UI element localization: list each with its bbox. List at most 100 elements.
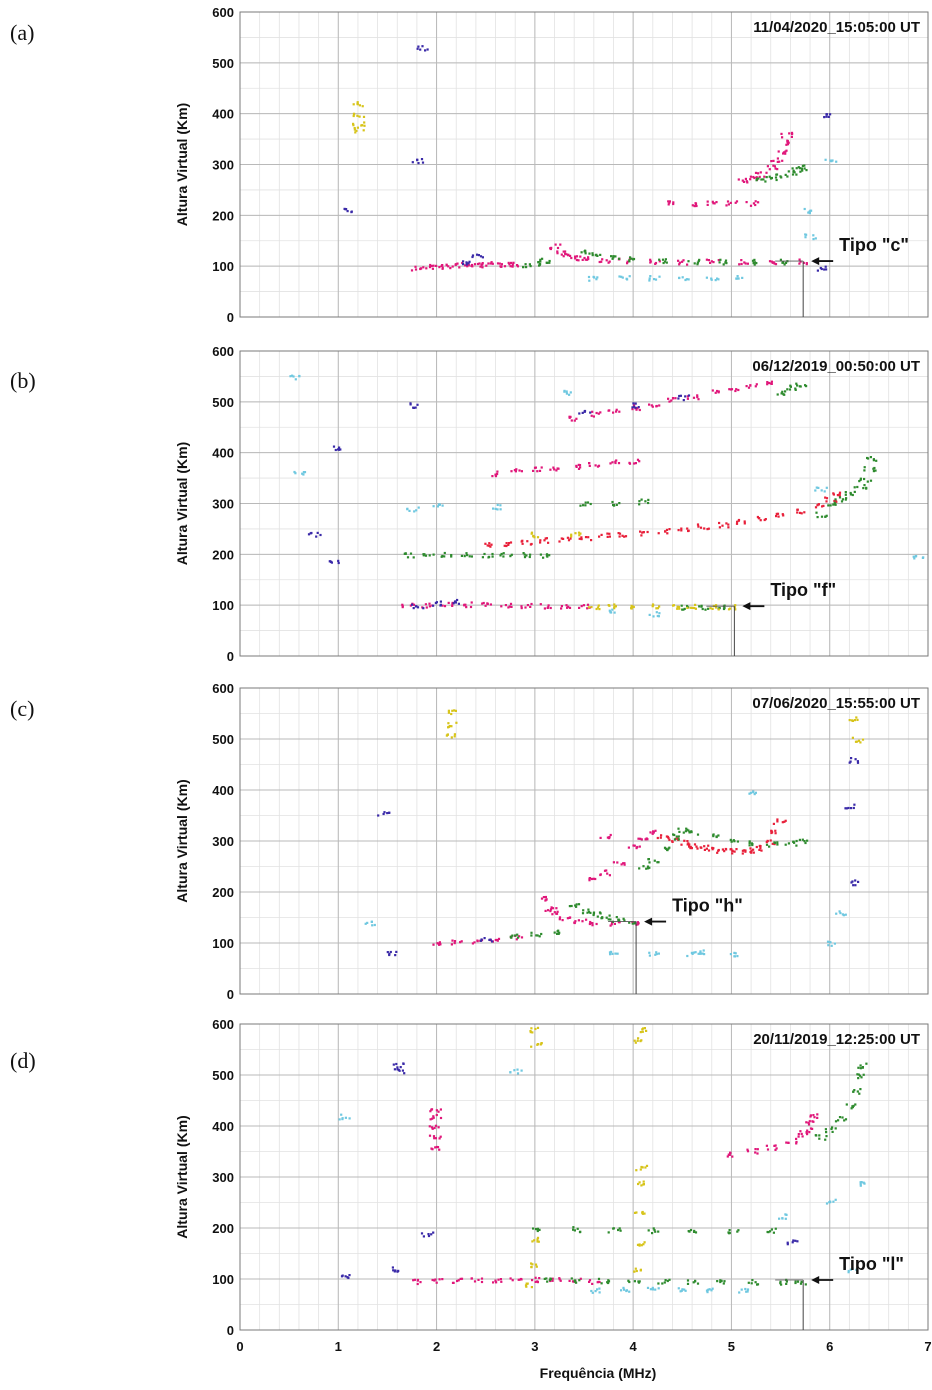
scatter-dot — [358, 104, 361, 107]
data-point — [428, 1124, 440, 1130]
scatter-dot — [431, 1117, 434, 1120]
scatter-dot — [401, 604, 404, 608]
scatter-dot — [447, 725, 450, 728]
series-cyan — [338, 1068, 866, 1294]
data-point — [409, 402, 419, 409]
data-point — [639, 1027, 648, 1034]
scatter-dot — [709, 607, 712, 610]
scatter-dot — [783, 820, 786, 823]
scatter-dot — [483, 937, 486, 940]
data-point — [503, 541, 513, 548]
data-point — [530, 531, 540, 539]
scatter-dot — [832, 1200, 835, 1203]
scatter-dot — [617, 462, 621, 465]
scatter-dot — [794, 1239, 797, 1242]
scatter-dot — [729, 1151, 732, 1155]
scatter-dot — [456, 262, 459, 265]
scatter-dot — [298, 374, 301, 378]
scatter-dot — [536, 1043, 540, 1046]
scatter-dot — [758, 848, 761, 851]
scatter-dot — [536, 1238, 539, 1241]
scatter-dot — [409, 402, 412, 405]
data-point — [549, 243, 562, 251]
data-point — [568, 903, 581, 908]
scatter-dot — [639, 837, 642, 840]
scatter-dot — [581, 411, 584, 414]
scatter-dot — [730, 848, 733, 851]
scatter-dot — [578, 537, 581, 540]
scatter-dot — [388, 953, 391, 957]
scatter-dot — [733, 955, 736, 958]
data-point — [520, 539, 533, 546]
scatter-dot — [539, 539, 542, 542]
data-point — [835, 910, 847, 917]
scatter-dot — [641, 1030, 644, 1033]
scatter-dot — [834, 1127, 837, 1130]
scatter-dot — [715, 835, 718, 839]
plot-frame — [239, 11, 929, 318]
scatter-dot — [533, 536, 536, 539]
scatter-dot — [628, 1290, 631, 1293]
scatter-dot — [605, 259, 608, 262]
scatter-dot — [609, 833, 612, 837]
scatter-dot — [428, 1134, 432, 1137]
scatter-dot — [712, 261, 715, 264]
scatter-dot — [680, 527, 683, 530]
data-point — [480, 262, 494, 269]
scatter-dot — [633, 462, 636, 465]
scatter-dot — [451, 265, 454, 268]
scatter-dot — [847, 1269, 850, 1273]
scatter-dot — [536, 1228, 539, 1231]
scatter-dot — [435, 1113, 438, 1117]
scatter-dot — [683, 607, 686, 610]
data-point — [824, 1126, 837, 1134]
scatter-dot — [658, 612, 661, 615]
data-point — [735, 848, 747, 855]
scatter-dot — [609, 924, 612, 927]
scatter-dot — [771, 831, 774, 834]
scatter-dot — [673, 838, 676, 841]
y-tick-label: 300 — [212, 834, 234, 849]
scatter-dot — [768, 175, 771, 178]
scatter-dot — [816, 1116, 819, 1119]
scatter-dot — [853, 486, 856, 489]
scatter-dot — [785, 143, 788, 146]
scatter-dot — [505, 544, 508, 548]
data-point — [590, 1287, 601, 1294]
scatter-dot — [775, 512, 778, 515]
scatter-dot — [638, 1280, 641, 1283]
scatter-dot — [730, 840, 733, 843]
data-point — [827, 501, 837, 507]
y-axis-label: Altura Virtual (Km) — [174, 103, 190, 226]
scatter-dot — [829, 1200, 832, 1203]
scatter-dot — [416, 158, 419, 161]
scatter-dot — [520, 1069, 523, 1072]
scatter-dot — [509, 555, 512, 558]
scatter-dot — [549, 908, 553, 911]
data-point — [532, 1227, 541, 1233]
scatter-dot — [597, 464, 601, 467]
scatter-dot — [648, 861, 651, 864]
scatter-dot — [552, 466, 555, 469]
scatter-dot — [499, 1278, 502, 1281]
scatter-dot — [430, 264, 433, 268]
scatter-dot — [735, 522, 739, 525]
scatter-dot — [696, 833, 700, 836]
scatter-dot — [524, 1284, 528, 1287]
scatter-dot — [515, 938, 518, 941]
scatter-dot — [714, 606, 718, 609]
scatter-dot — [783, 393, 786, 396]
scatter-dot — [414, 605, 417, 608]
scatter-dot — [661, 1282, 664, 1285]
scatter-dot — [500, 605, 503, 608]
data-point — [491, 470, 499, 478]
scatter-dot — [644, 500, 647, 503]
scatter-dot — [717, 278, 720, 281]
scatter-dot — [451, 939, 454, 942]
scatter-dot — [605, 916, 608, 919]
scatter-dot — [401, 603, 404, 606]
scatter-dot — [601, 916, 604, 919]
data-point — [328, 559, 340, 565]
panel-letter: (b) — [10, 368, 36, 393]
scatter-dot — [850, 719, 854, 722]
